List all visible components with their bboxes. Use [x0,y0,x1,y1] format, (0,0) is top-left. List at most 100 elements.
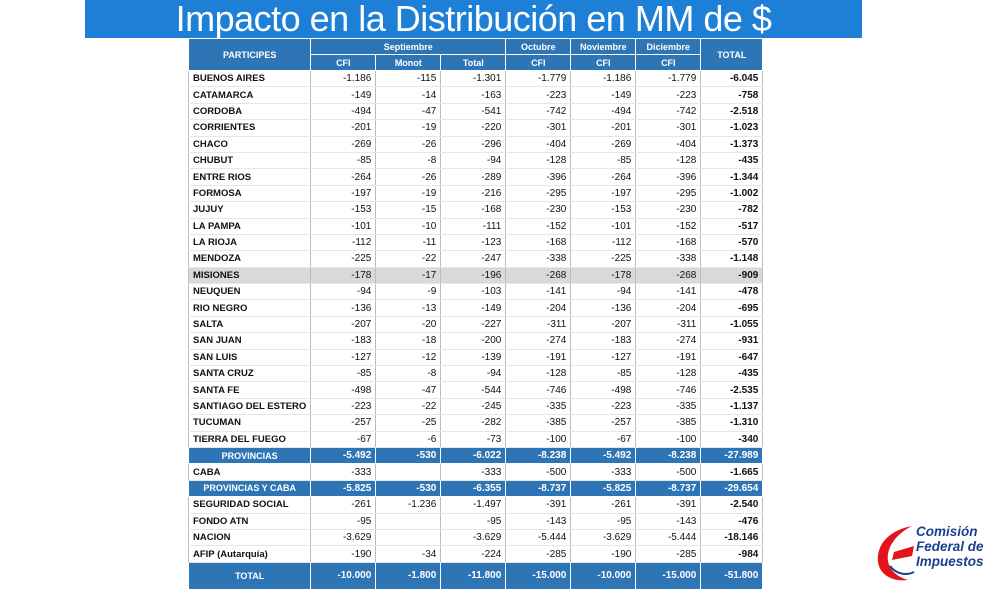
value-cell: -335 [635,398,702,416]
value-cell: -758 [700,86,764,104]
value-cell: -311 [505,316,572,334]
value-cell: -301 [505,119,572,137]
value-cell: -11.800 [440,562,507,590]
value-cell: -742 [635,103,702,121]
month-header: Diciembre [635,38,702,55]
value-cell: -391 [505,496,572,514]
value-cell: -191 [505,349,572,367]
value-cell: -435 [700,365,764,383]
row-label: SANTIAGO DEL ESTERO [187,398,312,416]
value-cell: -227 [440,316,507,334]
row-label: TUCUMAN [187,414,312,432]
value-cell: -127 [570,349,637,367]
value-cell: -746 [635,381,702,399]
value-cell: -196 [440,267,507,285]
value-cell: -269 [310,136,377,153]
column-header: Total [440,54,507,71]
value-cell: -163 [440,86,507,104]
value-cell: -333 [310,463,377,481]
value-cell: -8 [375,365,442,383]
value-cell: -149 [310,86,377,104]
value-cell: -223 [635,86,702,104]
row-label: RIO NEGRO [187,299,312,317]
logo: Comisión Federal de Impuestos [872,522,1000,584]
table-row: SANTA CRUZ -85 -8 -94 -128 -85 -128 -435 [187,365,764,383]
value-cell: -311 [635,316,702,334]
value-cell: -5.825 [310,480,377,498]
value-cell: -168 [505,234,572,252]
value-cell: -197 [570,185,637,203]
value-cell: -8.238 [505,447,572,465]
value-cell: -391 [635,496,702,514]
value-cell: -984 [700,545,764,563]
value-cell: -51.800 [700,562,764,590]
value-cell: -570 [700,234,764,252]
value-cell: -478 [700,283,764,301]
value-cell: -746 [505,381,572,399]
value-cell: -295 [505,185,572,203]
row-label: FONDO ATN [187,513,312,530]
value-cell: -335 [505,398,572,416]
value-cell: -435 [700,152,764,170]
value-cell: -47 [375,103,442,121]
column-header: CFI [635,54,702,71]
value-cell: -139 [440,349,507,367]
row-label: PROVINCIAS [187,447,312,465]
value-cell: -6.045 [700,70,764,88]
value-cell: -143 [505,513,572,530]
value-cell: -115 [375,70,442,88]
value-cell: -2.540 [700,496,764,514]
value-cell: -3.629 [440,529,507,547]
row-label: CATAMARCA [187,86,312,104]
value-cell: -17 [375,267,442,285]
value-cell: -123 [440,234,507,252]
title-banner: Impacto en la Distribución en MM de $ [85,0,862,38]
value-cell: -1.373 [700,136,764,153]
value-cell: -1.310 [700,414,764,432]
table-row: FORMOSA -197 -19 -216 -295 -197 -295 -1.002 [187,185,764,203]
value-cell: -73 [440,431,507,448]
value-cell: -153 [570,201,637,219]
value-cell: -95 [440,513,507,530]
row-label: SANTA CRUZ [187,365,312,383]
value-cell: -1.779 [635,70,702,88]
row-label: MENDOZA [187,250,312,268]
value-cell: -1.148 [700,250,764,268]
value-cell: -128 [505,365,572,383]
value-cell: -225 [570,250,637,268]
value-cell: -183 [570,332,637,350]
header-cell: PARTICIPES [187,38,312,71]
row-label: TIERRA DEL FUEGO [187,431,312,448]
value-cell: -909 [700,267,764,285]
value-cell: -128 [635,152,702,170]
value-cell: -204 [635,299,702,317]
value-cell: -22 [375,250,442,268]
value-cell: -1.186 [310,70,377,88]
table-row: CABA -333 -333 -500 -333 -500 -1.665 [187,463,764,481]
value-cell: -3.629 [570,529,637,547]
table-row: PROVINCIAS -5.492 -530 -6.022 -8.238 -5.492 -8… [187,447,764,465]
value-cell: -530 [375,447,442,465]
row-label: PROVINCIAS Y CABA [187,480,312,498]
table-row: CHACO -269 -26 -296 -404 -269 -404 -1.373 [187,136,764,153]
value-cell: -10.000 [570,562,637,590]
distribution-table: PARTICIPES Septiembre Octubre Noviembre Dici… [187,38,764,590]
value-cell: -264 [570,168,637,186]
value-cell: -22 [375,398,442,416]
value-cell: -500 [635,463,702,481]
value-cell: -285 [635,545,702,563]
value-cell: -268 [505,267,572,285]
value-cell: -8.737 [635,480,702,498]
value-cell: -13 [375,299,442,317]
value-cell: -404 [635,136,702,153]
value-cell: -15 [375,201,442,219]
value-cell: -498 [310,381,377,399]
value-cell: -396 [635,168,702,186]
value-cell: -178 [310,267,377,285]
value-cell: -101 [570,218,637,235]
table-row: CORDOBA -494 -47 -541 -742 -494 -742 -2.518 [187,103,764,121]
value-cell: -112 [310,234,377,252]
value-cell: -498 [570,381,637,399]
value-cell: -11 [375,234,442,252]
value-cell: -517 [700,218,764,235]
